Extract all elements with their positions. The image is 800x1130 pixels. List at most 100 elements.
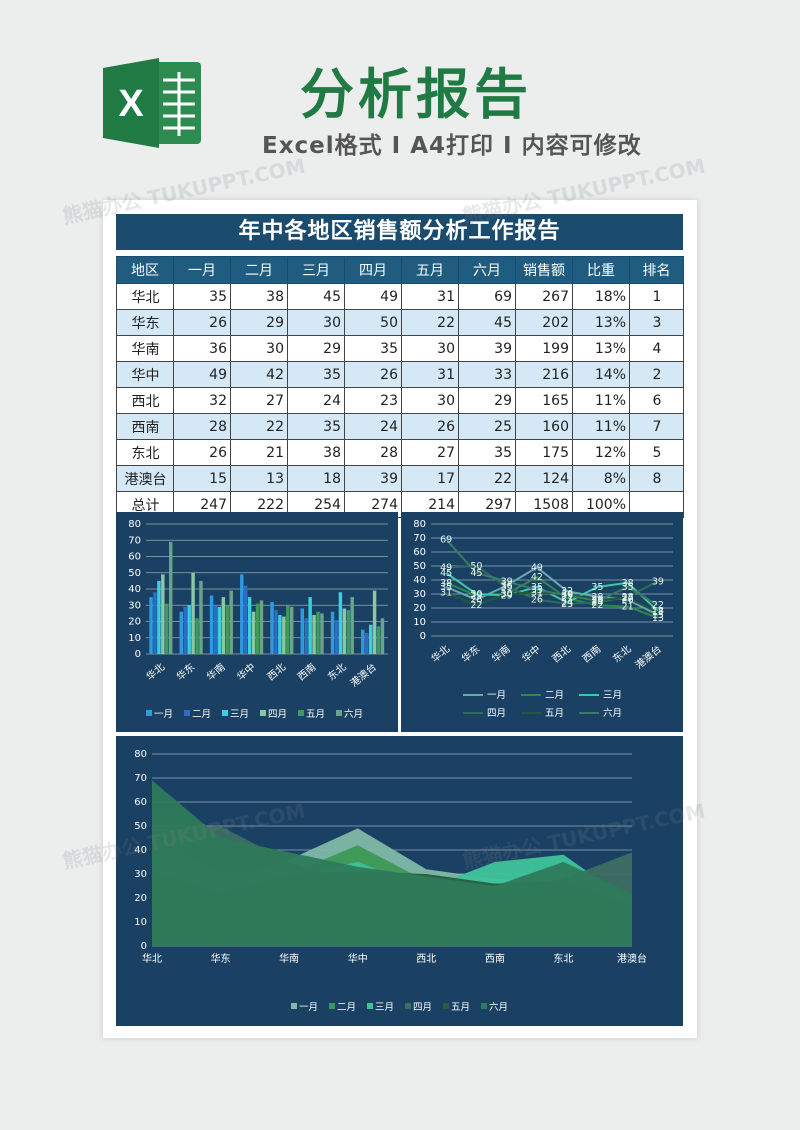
value-cell: 165 <box>515 387 573 414</box>
table-row: 港澳台 15 13 18 39 17 22 124 8% 8 <box>116 465 684 492</box>
bar <box>334 619 339 654</box>
legend-swatch <box>336 710 342 716</box>
legend-swatch <box>405 1003 411 1009</box>
value-cell: 31 <box>401 361 459 388</box>
x-tick-label: 华北 <box>428 642 452 665</box>
x-tick-label: 西北 <box>416 953 436 965</box>
value-cell: 22 <box>230 413 288 440</box>
data-label: 23 <box>561 599 573 610</box>
value-cell: 26 <box>401 413 459 440</box>
bar <box>149 597 153 654</box>
value-cell: 35 <box>287 413 345 440</box>
legend-swatch <box>184 710 190 716</box>
y-tick-label: 10 <box>134 917 147 928</box>
data-label: 26 <box>470 595 482 606</box>
bar <box>342 608 347 654</box>
value-cell: 30 <box>401 387 459 414</box>
table-row: 华中 49 42 35 26 31 33 216 14% 2 <box>116 361 684 388</box>
data-label: 39 <box>652 576 664 587</box>
y-tick-label: 20 <box>128 617 141 628</box>
value-cell: 22 <box>401 309 459 336</box>
value-cell: 13% <box>572 309 630 336</box>
bar <box>157 580 161 654</box>
y-tick-label: 50 <box>128 568 141 579</box>
bar <box>368 624 373 654</box>
value-cell: 50 <box>344 309 402 336</box>
region-cell: 华东 <box>116 309 174 336</box>
value-cell: 29 <box>230 309 288 336</box>
data-label: 69 <box>440 534 452 545</box>
data-label: 49 <box>531 562 543 573</box>
region-cell: 东北 <box>116 439 174 466</box>
value-cell: 12% <box>572 439 630 466</box>
value-cell: 6 <box>629 387 684 414</box>
bar <box>300 608 305 654</box>
data-label: 15 <box>652 610 664 621</box>
bar <box>187 605 191 654</box>
data-label: 35 <box>622 582 634 593</box>
bar <box>213 605 218 654</box>
value-cell: 18% <box>572 283 630 310</box>
data-label: 30 <box>501 589 513 600</box>
bar <box>338 592 343 654</box>
y-tick-label: 80 <box>134 749 147 760</box>
value-cell: 13% <box>572 335 630 362</box>
x-tick-label: 华中 <box>234 660 258 683</box>
value-cell: 35 <box>344 335 402 362</box>
value-cell: 38 <box>287 439 345 466</box>
legend-label: 二月 <box>337 1002 356 1013</box>
y-tick-label: 60 <box>128 552 141 563</box>
value-cell: 23 <box>344 387 402 414</box>
bar <box>255 603 260 654</box>
data-label: 26 <box>591 595 603 606</box>
value-cell: 7 <box>629 413 684 440</box>
value-cell: 26 <box>173 309 231 336</box>
bar <box>282 616 286 654</box>
y-tick-label: 70 <box>413 533 426 544</box>
value-cell: 45 <box>458 309 516 336</box>
region-cell: 西北 <box>116 387 174 414</box>
value-cell: 49 <box>344 283 402 310</box>
legend-label: 六月 <box>344 708 363 720</box>
value-cell: 35 <box>458 439 516 466</box>
value-cell: 124 <box>515 465 573 492</box>
bar <box>316 611 320 654</box>
y-tick-label: 60 <box>413 547 426 558</box>
value-cell: 13 <box>230 465 288 492</box>
value-cell: 33 <box>458 361 516 388</box>
y-tick-label: 40 <box>134 845 147 856</box>
value-cell: 15 <box>173 465 231 492</box>
value-cell: 30 <box>401 335 459 362</box>
excel-logo-icon: X <box>103 58 201 148</box>
legend-label: 三月 <box>230 709 249 720</box>
value-cell: 24 <box>287 387 345 414</box>
value-cell: 1 <box>629 283 684 310</box>
value-cell: 49 <box>173 361 231 388</box>
value-cell: 30 <box>287 309 345 336</box>
data-label: 35 <box>440 582 452 593</box>
value-cell: 199 <box>515 335 573 362</box>
legend-swatch <box>367 1003 373 1009</box>
region-cell: 华北 <box>116 283 174 310</box>
value-cell: 69 <box>458 283 516 310</box>
bar <box>168 541 173 654</box>
y-tick-label: 0 <box>420 631 426 642</box>
data-label: 18 <box>652 606 664 617</box>
data-label: 22 <box>470 600 482 611</box>
y-tick-label: 0 <box>141 941 147 952</box>
legend-label: 一月 <box>487 690 506 701</box>
data-label: 30 <box>470 589 482 600</box>
y-tick-label: 50 <box>134 821 147 832</box>
x-tick-label: 西北 <box>265 661 288 683</box>
table-header-row: 地区 一月 二月 三月 四月 五月 六月 销售额 比重 排名 <box>116 256 684 284</box>
value-cell: 42 <box>230 361 288 388</box>
legend-label: 一月 <box>299 1002 318 1013</box>
value-cell: 160 <box>515 413 573 440</box>
bar <box>304 618 308 654</box>
data-label: 49 <box>440 562 452 573</box>
value-cell: 32 <box>173 387 231 414</box>
data-label: 13 <box>652 613 664 624</box>
bar <box>244 585 248 654</box>
legend-label: 四月 <box>268 709 287 720</box>
